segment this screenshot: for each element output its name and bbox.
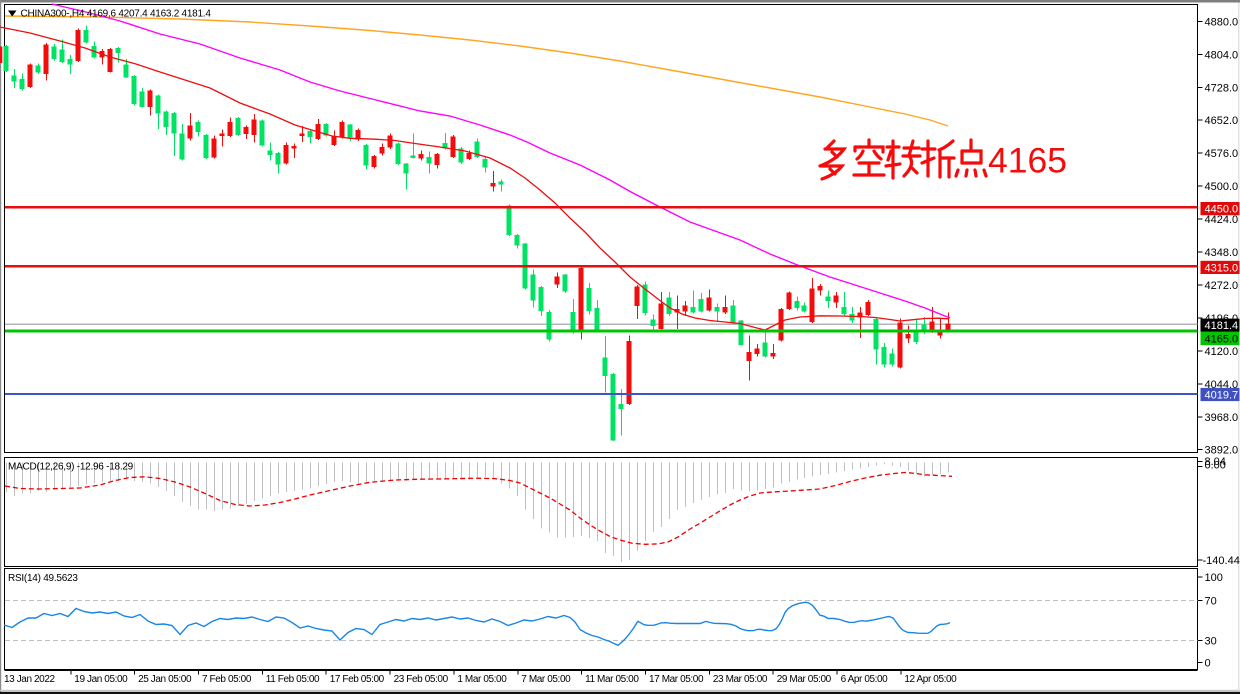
svg-text:0: 0 (1205, 658, 1211, 670)
svg-text:29 Mar 05:00: 29 Mar 05:00 (777, 674, 832, 685)
svg-text:MACD(12,26,9) -12.96 -18.29: MACD(12,26,9) -12.96 -18.29 (8, 462, 134, 473)
svg-text:4576.0: 4576.0 (1205, 148, 1239, 160)
svg-text:4315.0: 4315.0 (1205, 262, 1239, 274)
svg-text:13 Jan 2022: 13 Jan 2022 (4, 674, 55, 685)
svg-text:4652.0: 4652.0 (1205, 115, 1239, 127)
svg-text:100: 100 (1205, 572, 1223, 584)
svg-text:4165: 4165 (988, 140, 1067, 180)
svg-text:-140.44: -140.44 (1203, 555, 1240, 567)
svg-text:4500.0: 4500.0 (1205, 181, 1239, 193)
svg-text:30: 30 (1205, 635, 1217, 647)
svg-text:4272.0: 4272.0 (1205, 280, 1239, 292)
svg-text:0.00: 0.00 (1205, 460, 1226, 472)
svg-text:19 Jan 05:00: 19 Jan 05:00 (74, 674, 128, 685)
svg-text:4044.0: 4044.0 (1205, 379, 1239, 391)
svg-text:RSI(14) 49.5623: RSI(14) 49.5623 (8, 573, 78, 584)
svg-text:23 Feb 05:00: 23 Feb 05:00 (394, 674, 449, 685)
svg-text:3968.0: 3968.0 (1205, 412, 1239, 424)
svg-text:4348.0: 4348.0 (1205, 247, 1239, 259)
svg-text:4880.0: 4880.0 (1205, 16, 1239, 28)
svg-text:4450.0: 4450.0 (1205, 204, 1239, 216)
svg-text:4120.0: 4120.0 (1205, 346, 1239, 358)
svg-text:6 Apr 05:00: 6 Apr 05:00 (841, 674, 889, 685)
svg-text:4728.0: 4728.0 (1205, 82, 1239, 94)
svg-text:1 Mar 05:00: 1 Mar 05:00 (457, 674, 507, 685)
svg-text:17 Feb 05:00: 17 Feb 05:00 (330, 674, 385, 685)
svg-text:17 Mar 05:00: 17 Mar 05:00 (649, 674, 704, 685)
svg-text:23 Mar 05:00: 23 Mar 05:00 (713, 674, 768, 685)
svg-text:11 Mar 05:00: 11 Mar 05:00 (585, 674, 639, 685)
svg-text:70: 70 (1205, 595, 1217, 607)
svg-text:4804.0: 4804.0 (1205, 49, 1239, 61)
svg-text:25 Jan 05:00: 25 Jan 05:00 (138, 674, 192, 685)
svg-text:4424.0: 4424.0 (1205, 214, 1239, 226)
svg-text:8.04: 8.04 (1205, 456, 1226, 468)
svg-text:7 Mar 05:00: 7 Mar 05:00 (521, 674, 571, 685)
svg-text:CHINA300-,H4 4169.6 4207.4 416: CHINA300-,H4 4169.6 4207.4 4163.2 4181.4 (21, 9, 212, 20)
svg-text:7 Feb 05:00: 7 Feb 05:00 (202, 674, 252, 685)
svg-text:12 Apr 05:00: 12 Apr 05:00 (904, 674, 957, 685)
svg-text:11 Feb 05:00: 11 Feb 05:00 (266, 674, 320, 685)
svg-text:4165.0: 4165.0 (1205, 334, 1239, 346)
svg-text:4019.7: 4019.7 (1205, 390, 1239, 402)
svg-text:3892.0: 3892.0 (1205, 445, 1239, 457)
svg-text:4181.4: 4181.4 (1205, 320, 1239, 332)
